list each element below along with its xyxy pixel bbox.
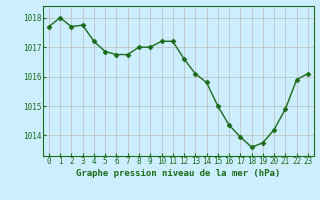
X-axis label: Graphe pression niveau de la mer (hPa): Graphe pression niveau de la mer (hPa) (76, 169, 281, 178)
